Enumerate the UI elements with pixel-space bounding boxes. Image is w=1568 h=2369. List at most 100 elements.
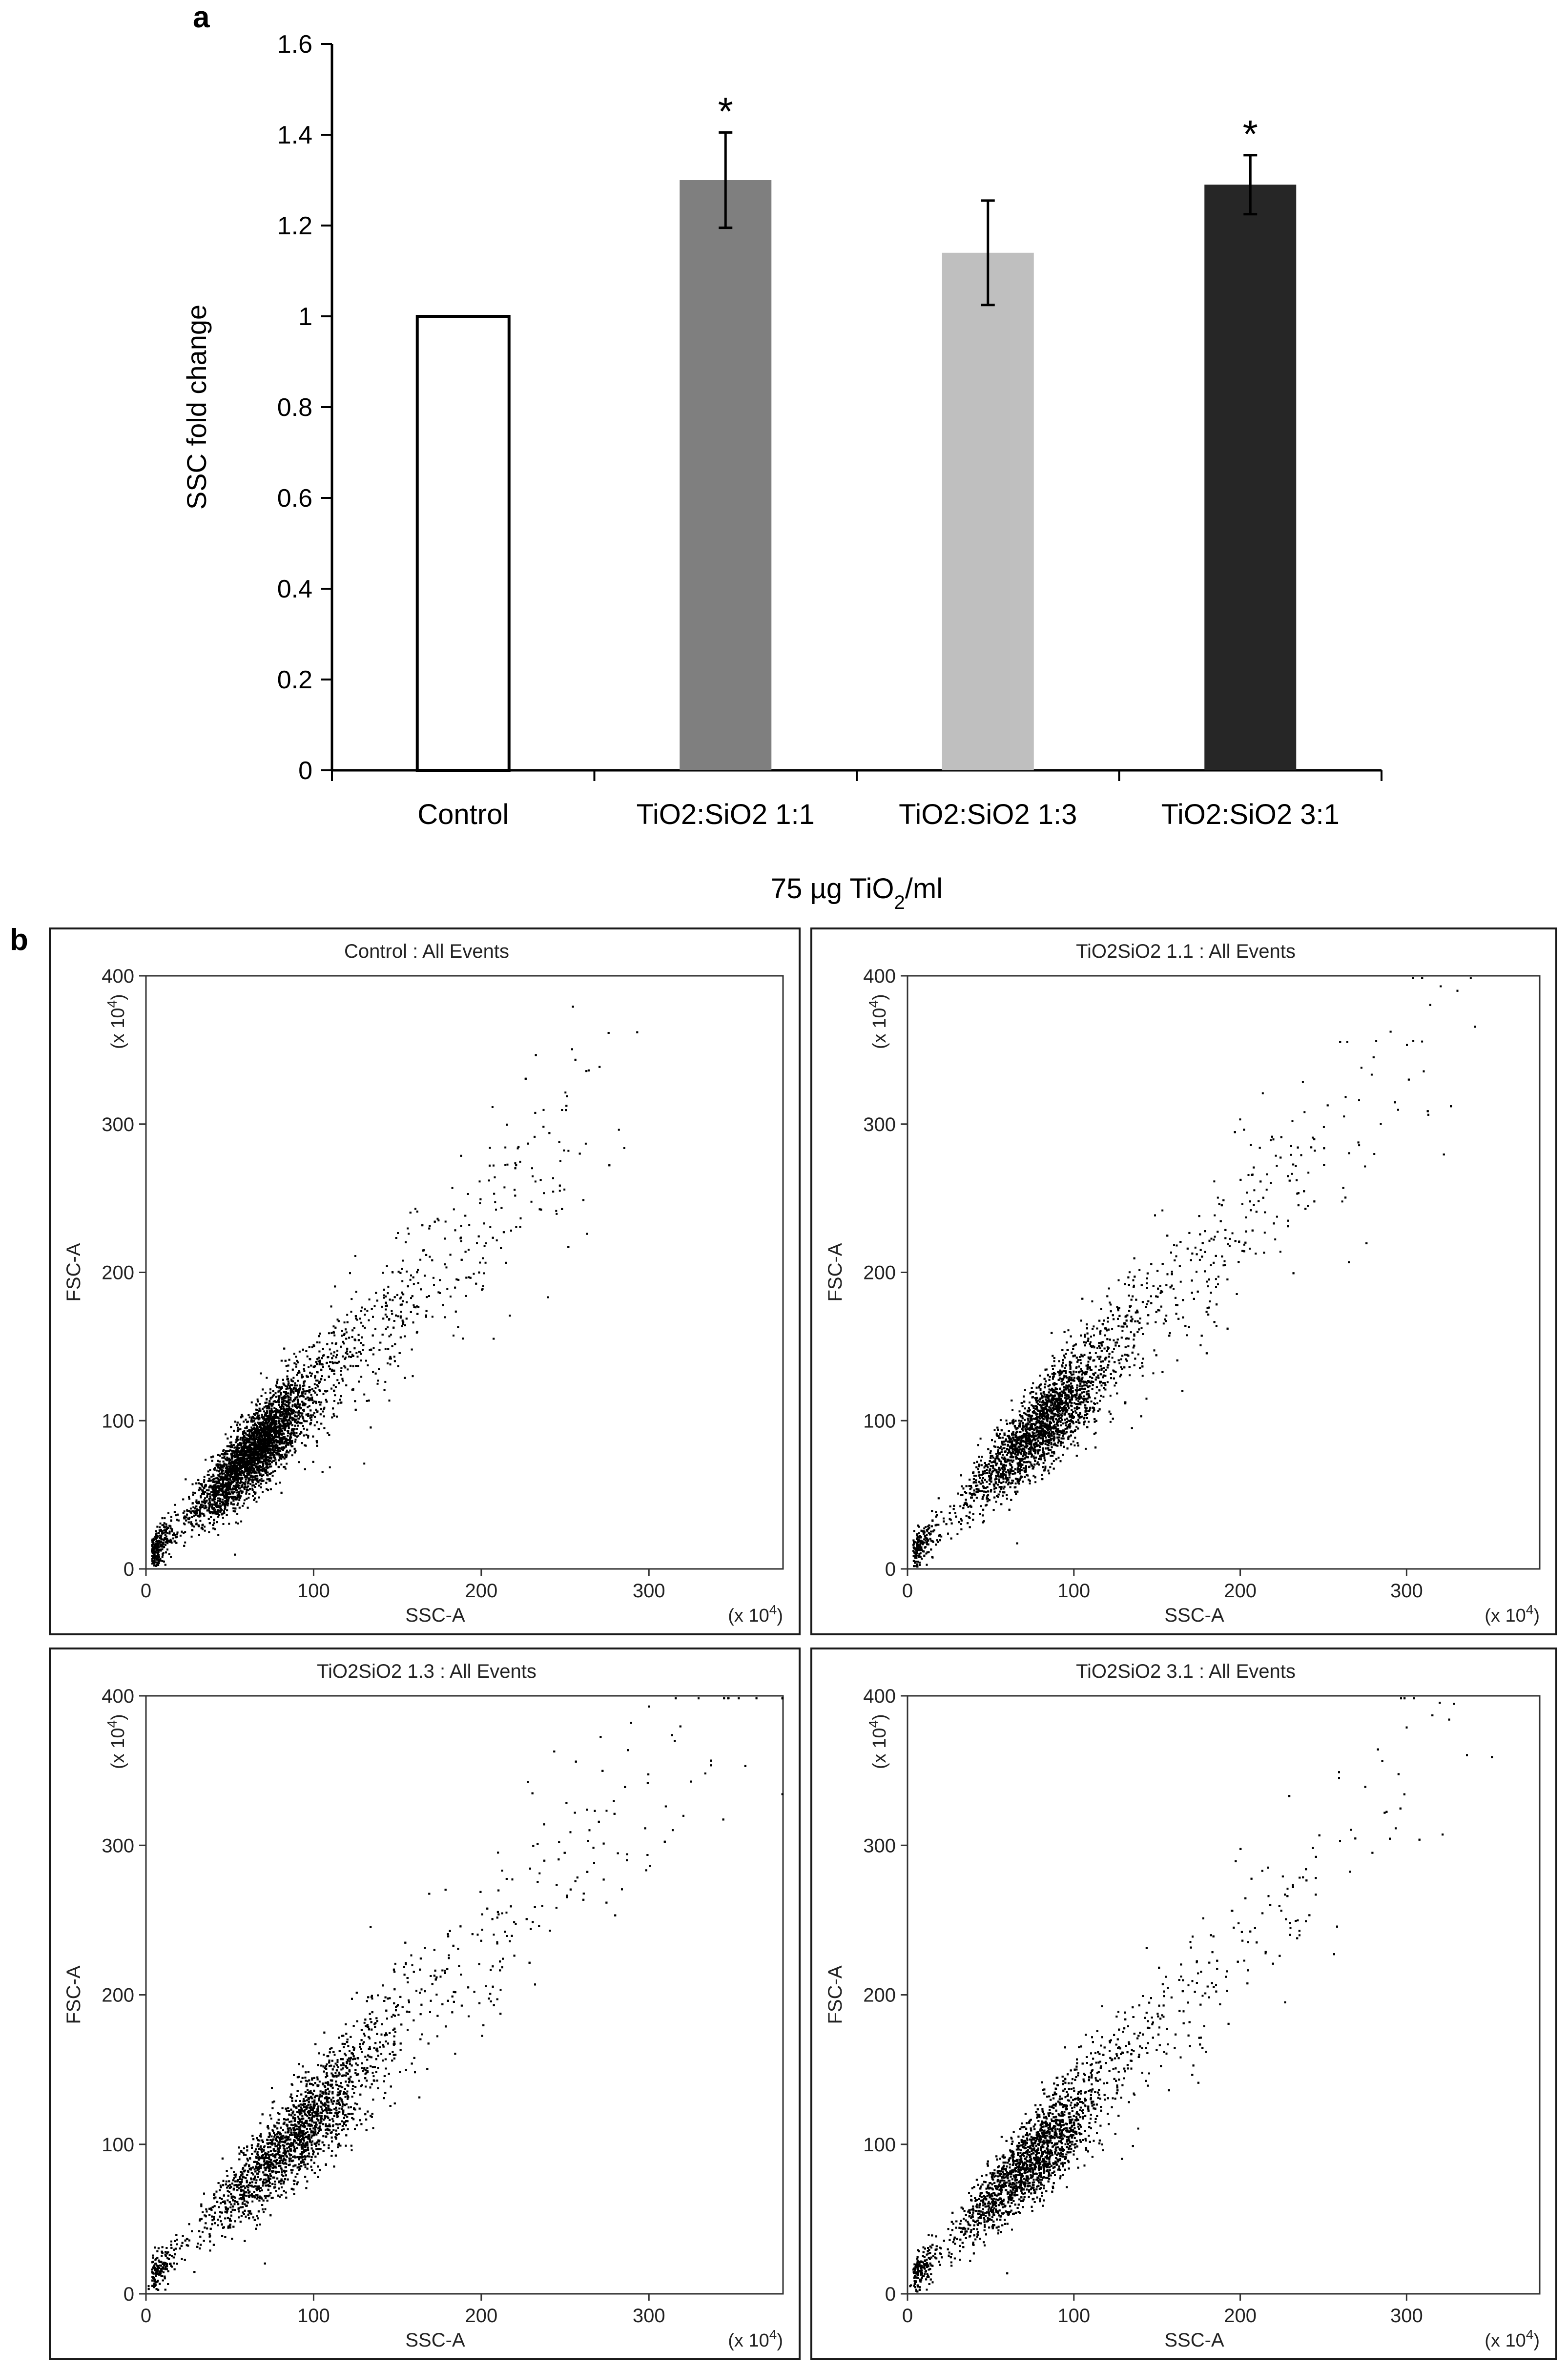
event-dot: [302, 1425, 304, 1427]
event-dot: [221, 1509, 223, 1511]
event-dot: [341, 1330, 343, 1332]
event-dot: [227, 1473, 229, 1475]
event-dot: [245, 1492, 248, 1495]
event-dot: [228, 1523, 230, 1525]
event-dot: [217, 1478, 220, 1480]
event-dot: [237, 1463, 240, 1465]
event-dot: [416, 1305, 418, 1308]
event-dot: [402, 1300, 404, 1302]
event-dot: [293, 1399, 295, 1401]
event-dot: [208, 1493, 211, 1495]
event-dot: [571, 1048, 573, 1051]
event-dot: [305, 1413, 308, 1416]
event-dot: [399, 1303, 402, 1306]
event-dot: [192, 1506, 195, 1508]
event-dot: [263, 1410, 266, 1413]
event-dot: [165, 1531, 166, 1534]
event-dot: [270, 1429, 272, 1431]
event-dot: [249, 1483, 252, 1485]
event-dot: [194, 1514, 197, 1516]
event-dot: [275, 1396, 277, 1398]
event-dot: [226, 1499, 228, 1501]
event-dot: [190, 1521, 192, 1524]
event-dot: [338, 1360, 340, 1363]
event-dot: [303, 1368, 305, 1370]
event-dot: [291, 1404, 294, 1406]
event-dot: [483, 1245, 486, 1247]
event-dot: [290, 1384, 292, 1386]
event-dot: [255, 1436, 258, 1438]
event-dot: [391, 1313, 393, 1315]
event-dot: [460, 1240, 462, 1242]
event-dot: [258, 1407, 261, 1410]
event-dot: [299, 1433, 301, 1435]
event-dot: [228, 1471, 230, 1473]
x-tick-label: 200: [465, 1580, 497, 1602]
event-dot: [287, 1442, 289, 1444]
event-dot: [209, 1512, 211, 1514]
event-dot: [170, 1542, 173, 1544]
event-dot: [493, 1338, 495, 1340]
event-dot: [381, 1305, 383, 1308]
event-dot: [320, 1408, 322, 1410]
y-tick-label: 400: [102, 966, 134, 987]
event-dot: [279, 1423, 281, 1425]
event-dot: [264, 1461, 267, 1463]
event-dot: [226, 1479, 228, 1482]
event-dot: [272, 1419, 274, 1421]
event-dot: [400, 1311, 402, 1313]
event-dot: [183, 1545, 186, 1547]
event-dot: [315, 1402, 317, 1404]
event-dot: [274, 1445, 276, 1447]
event-dot: [230, 1426, 232, 1428]
event-dot: [289, 1415, 291, 1418]
event-dot: [234, 1485, 236, 1487]
event-dot: [369, 1349, 371, 1351]
event-dot: [252, 1454, 254, 1457]
event-dot: [243, 1437, 246, 1439]
event-dot: [264, 1470, 266, 1472]
event-dot: [387, 1285, 390, 1288]
event-dot: [245, 1432, 247, 1435]
event-dot: [247, 1470, 249, 1472]
event-dot: [210, 1456, 213, 1459]
event-dot: [336, 1379, 339, 1381]
x-tick-label: 300: [633, 1580, 665, 1602]
event-dot: [410, 1274, 412, 1277]
event-dot: [303, 1382, 305, 1385]
event-dot: [258, 1450, 260, 1453]
category-label-tio2-sio2-1-1: TiO2:SiO2 1:1: [637, 799, 815, 830]
event-dot: [239, 1438, 242, 1441]
event-dot: [272, 1460, 274, 1462]
bar-chart: 00.20.40.60.811.21.41.6Control*TiO2:SiO2…: [181, 30, 1382, 913]
event-dot: [607, 1032, 610, 1034]
event-dot: [386, 1265, 388, 1267]
event-dot: [410, 1311, 412, 1313]
event-dot: [572, 1006, 574, 1008]
event-dot: [482, 1257, 484, 1259]
event-dot: [293, 1428, 296, 1430]
event-dot: [329, 1466, 331, 1468]
event-dot: [176, 1533, 178, 1536]
event-dot: [232, 1503, 235, 1505]
event-dot: [419, 1258, 422, 1261]
event-dot: [563, 1149, 565, 1152]
event-dot: [255, 1428, 257, 1430]
event-dot: [218, 1491, 220, 1493]
event-dot: [400, 1296, 402, 1298]
event-dot: [214, 1467, 216, 1469]
event-dot: [207, 1470, 209, 1473]
event-dot: [298, 1350, 301, 1353]
event-dot: [227, 1497, 230, 1500]
event-dot: [290, 1416, 293, 1419]
event-dot: [248, 1471, 250, 1473]
event-dot: [158, 1556, 160, 1558]
event-dot: [236, 1465, 239, 1467]
event-dot: [184, 1541, 186, 1544]
event-dot: [277, 1436, 279, 1439]
event-dot: [248, 1416, 251, 1419]
event-dot: [258, 1467, 261, 1470]
event-dot: [237, 1486, 239, 1488]
event-dot: [160, 1541, 163, 1543]
event-dot: [294, 1405, 296, 1407]
